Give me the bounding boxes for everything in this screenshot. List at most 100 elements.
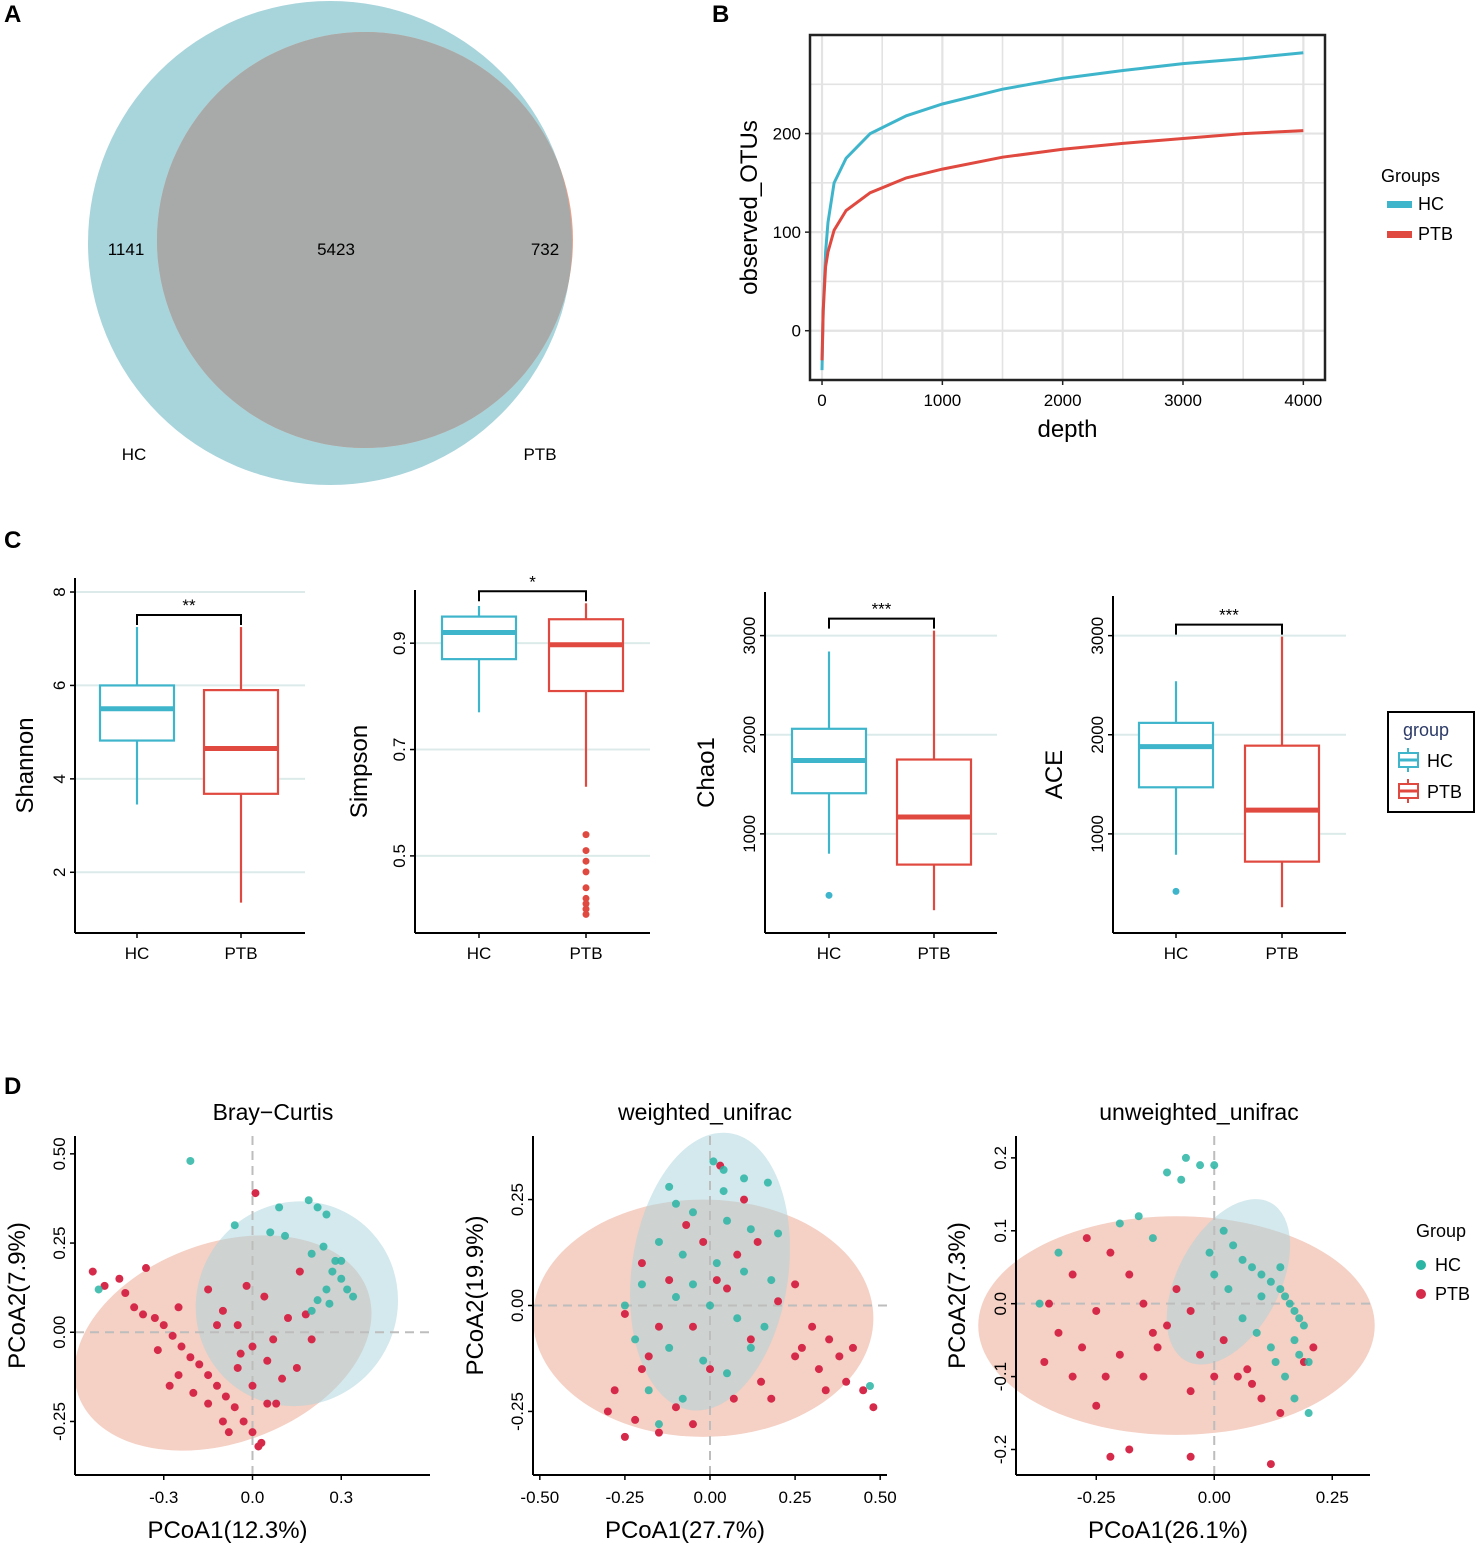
y-tick-label: 0.00	[508, 1289, 527, 1322]
point-hc	[281, 1231, 290, 1240]
x-tick-label: 0.00	[1198, 1488, 1231, 1507]
point-ptb	[729, 1394, 738, 1403]
x-tick-label: PTB	[1265, 944, 1298, 963]
point-hc	[1035, 1299, 1044, 1308]
point-hc	[1299, 1321, 1308, 1330]
point-hc	[1181, 1153, 1190, 1162]
point-hc	[1271, 1358, 1280, 1366]
point-hc	[307, 1306, 316, 1315]
box-plot-simpson: 0.5 0.7 0.9 Simpson HC PTB *	[346, 572, 650, 963]
venn-hc-label: HC	[122, 445, 147, 464]
point-hc	[94, 1285, 103, 1294]
point-hc	[1290, 1306, 1299, 1315]
point-hc	[1205, 1248, 1214, 1257]
point-hc	[1276, 1263, 1285, 1272]
point-ptb	[239, 1417, 248, 1426]
point-hc	[304, 1196, 313, 1205]
point-hc	[325, 1299, 334, 1308]
point-ptb	[292, 1363, 301, 1372]
point-ptb	[1101, 1372, 1110, 1381]
outlier-point-ptb	[582, 905, 590, 913]
point-hc	[1210, 1270, 1219, 1279]
point-ptb	[825, 1335, 834, 1344]
x-tick-label: 1000	[923, 391, 961, 410]
point-ptb	[1106, 1248, 1115, 1257]
point-ptb	[159, 1321, 168, 1330]
point-ptb	[814, 1365, 823, 1374]
box-plot-shannon: 2 4 6 8 Shannon HC PTB **	[12, 578, 305, 963]
point-ptb	[165, 1381, 174, 1390]
y-axis-title: Chao1	[693, 737, 720, 808]
x-tick-label: 4000	[1284, 391, 1322, 410]
panel-label-a: A	[4, 1, 21, 28]
point-hc	[1252, 1328, 1261, 1337]
point-ptb	[1172, 1285, 1181, 1294]
point-hc	[230, 1221, 239, 1230]
point-hc	[1257, 1270, 1266, 1279]
significance-stars: *	[529, 572, 536, 591]
x-tick-label: PTB	[569, 944, 602, 963]
point-ptb	[620, 1309, 629, 1318]
point-ptb	[1115, 1350, 1124, 1359]
series-line-ptb	[820, 129, 1304, 361]
x-tick-label: 0	[817, 391, 826, 410]
point-ptb	[230, 1403, 239, 1412]
point-ptb	[168, 1331, 177, 1340]
point-hc	[1224, 1285, 1233, 1294]
point-hc	[1229, 1241, 1238, 1250]
legend-c-title: group	[1403, 720, 1449, 740]
point-hc	[760, 1322, 769, 1331]
significance-bracket	[1175, 623, 1283, 635]
point-ptb	[307, 1335, 316, 1344]
point-hc	[1257, 1292, 1266, 1301]
point-hc	[774, 1229, 783, 1238]
point-hc	[1115, 1219, 1124, 1228]
panel-label-b: B	[712, 1, 729, 28]
point-ptb	[1276, 1409, 1285, 1418]
venn-shared-count: 5423	[317, 240, 355, 259]
point-ptb	[139, 1310, 148, 1319]
chart-title: weighted_unifrac	[617, 1099, 792, 1125]
point-ptb	[610, 1386, 619, 1395]
x-tick-label: HC	[817, 944, 842, 963]
confidence-ellipse-hc	[1166, 1199, 1291, 1365]
chart-title: unweighted_unifrac	[1099, 1099, 1298, 1125]
point-ptb	[791, 1352, 800, 1361]
confidence-ellipse-hc	[195, 1201, 398, 1407]
legend-d-hc-label: HC	[1435, 1255, 1461, 1275]
point-hc	[349, 1292, 358, 1301]
y-tick-label: 2000	[740, 716, 759, 754]
x-tick-label: PTB	[917, 944, 950, 963]
box-hc	[440, 615, 518, 661]
point-ptb	[1068, 1270, 1077, 1279]
point-hc	[665, 1343, 674, 1352]
point-hc	[1238, 1255, 1247, 1264]
point-hc	[1290, 1394, 1299, 1403]
point-hc	[665, 1182, 674, 1191]
y-tick-label: -0.2	[991, 1435, 1010, 1464]
significance-bracket	[136, 614, 242, 626]
venn-ptb-label: PTB	[523, 445, 556, 464]
legend-b: Groups HC PTB	[1381, 166, 1453, 244]
point-hc	[1304, 1358, 1313, 1366]
point-hc	[337, 1256, 346, 1265]
legend-b-hc-key	[1387, 201, 1412, 208]
point-ptb	[1196, 1350, 1205, 1359]
point-ptb	[233, 1363, 242, 1372]
point-ptb	[218, 1306, 227, 1315]
point-hc	[1295, 1314, 1304, 1323]
venn-overlap	[157, 32, 572, 448]
point-ptb	[213, 1321, 221, 1330]
point-ptb	[1309, 1343, 1318, 1352]
point-ptb	[869, 1403, 878, 1412]
panel-label-c: C	[4, 527, 21, 554]
point-ptb	[753, 1237, 762, 1246]
point-hc	[699, 1356, 708, 1365]
point-hc	[733, 1314, 742, 1323]
point-ptb	[254, 1442, 263, 1451]
point-hc	[322, 1210, 331, 1219]
venn-ptb-only-count: 732	[531, 240, 559, 259]
legend-d: Group HC PTB	[1416, 1221, 1470, 1304]
y-axis-title: PCoA2(7.3%)	[944, 1222, 971, 1369]
